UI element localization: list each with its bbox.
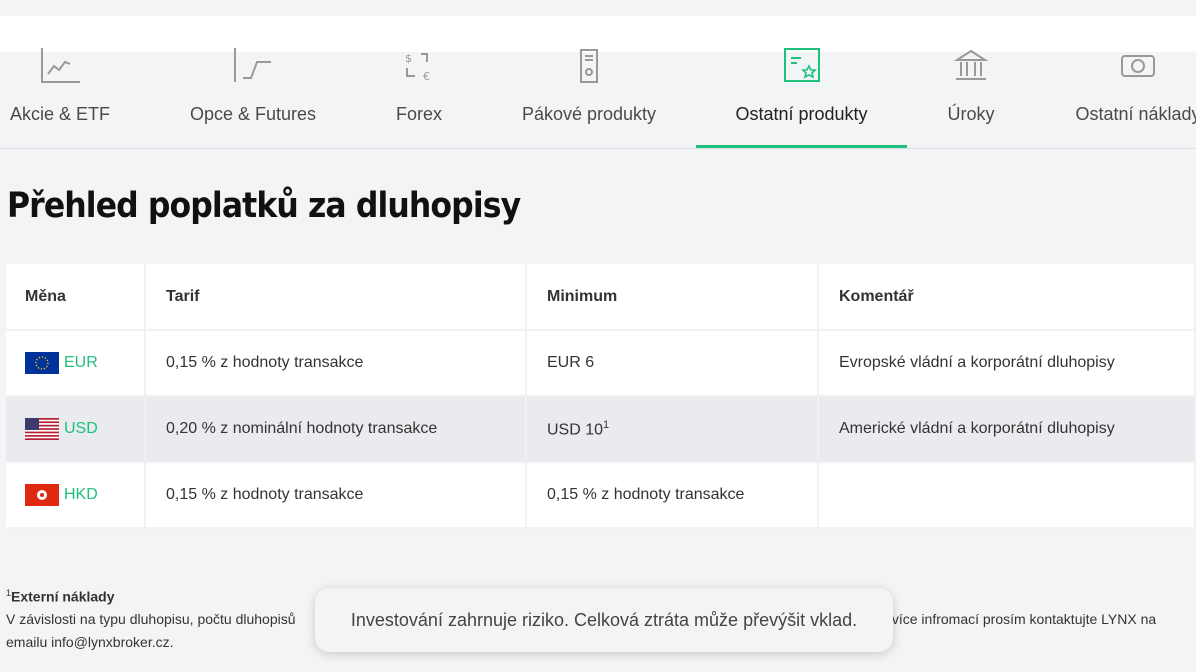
footnote-text-end: ro více infromací prosím kontaktujte LYN… — [6, 611, 1157, 650]
tab-label: Ostatní náklady — [1075, 104, 1196, 124]
chart-line-icon — [41, 48, 80, 83]
minimum-cell: 0,15 % z hodnoty transakce — [526, 462, 819, 529]
risk-warning-text: Investování zahrnuje riziko. Celková ztr… — [350, 609, 858, 630]
tarif-cell: 0,15 % z hodnoty transakce — [145, 462, 527, 529]
hk-flag-icon — [25, 484, 59, 506]
table-row: EUR 0,15 % z hodnoty transakce EUR 6 Evr… — [6, 330, 1196, 397]
product-tabs: Akcie & ETF Opce & Futures $ € Forex Páko… — [0, 44, 1196, 149]
page-title: Přehled poplatků za dluhopisy — [7, 186, 521, 226]
svg-text:€: € — [423, 70, 430, 83]
col-header: Měna — [6, 264, 146, 331]
table-header-row: Měna Tarif Minimum Komentář — [6, 264, 1196, 331]
tab-akcie-etf[interactable]: Akcie & ETF — [0, 44, 120, 148]
table-row: USD 0,20 % z nominální hodnoty transakce… — [6, 396, 1196, 463]
bank-icon — [953, 49, 989, 80]
comment-cell — [818, 462, 1196, 529]
minimum-value: 0,15 % z hodnoty transakce — [547, 486, 745, 503]
tab-ostatni-naklady[interactable]: Ostatní náklady — [1070, 44, 1196, 148]
footnote-text: V závislosti na typu dluhopisu, počtu dl… — [6, 611, 296, 628]
col-header: Komentář — [818, 264, 1196, 331]
comment-cell: Evropské vládní a korporátní dluhopisy — [818, 330, 1196, 397]
eu-flag-icon — [25, 352, 59, 374]
bond-certificate-icon — [783, 48, 820, 82]
footnote-number: 1 — [6, 588, 12, 598]
footnote-title: Externí náklady — [11, 588, 115, 605]
footnotes: 1Externí náklady V závislosti na typu dl… — [6, 582, 1191, 653]
minimum-value: EUR 6 — [547, 354, 595, 371]
tab-ostatni-produkty[interactable]: Ostatní produkty — [696, 44, 907, 148]
footnote-ref[interactable]: 1 — [603, 418, 610, 431]
table-row: HKD 0,15 % z hodnoty transakce 0,15 % z … — [6, 462, 1196, 529]
col-header: Tarif — [145, 264, 527, 331]
tab-label: Akcie & ETF — [9, 104, 111, 124]
step-chart-icon — [234, 48, 271, 82]
tarif-cell: 0,20 % z nominální hodnoty transakce — [145, 396, 527, 463]
tab-label: Forex — [395, 104, 442, 124]
col-header: Minimum — [526, 264, 819, 331]
currency-code: HKD — [64, 486, 98, 503]
tab-forex[interactable]: $ € Forex — [380, 44, 458, 148]
tab-uroky[interactable]: Úroky — [930, 44, 1012, 148]
risk-warning-toast: Investování zahrnuje riziko. Celková ztr… — [315, 588, 893, 652]
minimum-cell: EUR 6 — [526, 330, 819, 397]
banknote-icon — [1121, 55, 1155, 77]
svg-text:$: $ — [405, 52, 412, 65]
tab-label: Úroky — [947, 104, 995, 124]
tab-pakove-produkty[interactable]: Pákové produkty — [505, 44, 673, 148]
currency-code: USD — [64, 420, 98, 437]
tab-label: Pákové produkty — [521, 104, 657, 124]
tab-opce-futures[interactable]: Opce & Futures — [170, 44, 336, 148]
minimum-cell: USD 101 — [526, 396, 819, 463]
minimum-value: USD 10 — [547, 421, 604, 439]
certificate-document-icon — [580, 49, 598, 83]
top-bar — [0, 16, 1196, 52]
tab-label: Opce & Futures — [189, 104, 317, 124]
tarif-cell: 0,15 % z hodnoty transakce — [145, 330, 527, 397]
comment-cell: Americké vládní a korporátní dluhopisy — [818, 396, 1196, 463]
currency-code: EUR — [64, 354, 98, 371]
tab-label: Ostatní produkty — [735, 104, 868, 124]
us-flag-icon — [25, 418, 59, 440]
bond-fees-table: Měna Tarif Minimum Komentář EUR 0,15 % z… — [6, 264, 1196, 529]
currency-exchange-icon: $€ — [405, 52, 430, 83]
